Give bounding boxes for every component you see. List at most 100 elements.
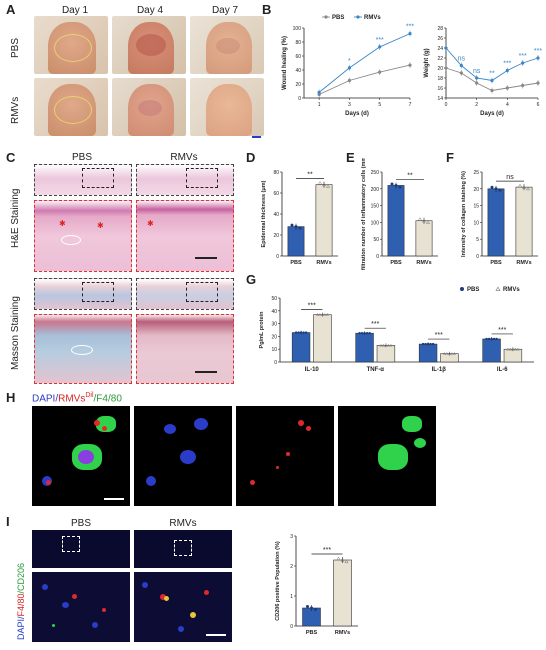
data-point	[445, 352, 449, 355]
legend-label-pbs: PBS	[332, 15, 344, 21]
bar-rmvs	[515, 186, 533, 257]
data-point	[398, 185, 402, 189]
y-tick-label: 0	[274, 360, 277, 366]
i-col-header-pbs: PBS	[70, 518, 91, 529]
data-point-pbs	[378, 70, 382, 74]
y-tick-label: 40	[273, 212, 279, 218]
data-point	[492, 337, 496, 341]
bar-pbs	[487, 188, 505, 257]
significance-label: ns	[458, 56, 466, 63]
wound-photo-pbs-day7	[190, 16, 264, 74]
x-axis-label: Days (d)	[480, 111, 504, 117]
data-point-pbs	[444, 66, 448, 70]
data-point	[358, 332, 361, 335]
data-point	[318, 313, 322, 316]
he-detail-rmvs: ✱	[136, 200, 234, 272]
data-point-pbs	[459, 71, 463, 75]
y-axis-label: Pg/mL protein	[259, 311, 265, 349]
category-label: IL-6	[497, 367, 508, 373]
panel-label-f: F	[446, 150, 454, 165]
y-tick-label: 3	[290, 534, 293, 540]
data-point	[299, 331, 303, 334]
bar-rmvs	[315, 184, 333, 257]
data-point	[363, 332, 366, 335]
bar-pbs	[355, 332, 374, 363]
data-point	[297, 331, 300, 334]
masson-zoom-box-pbs	[82, 282, 114, 302]
masson-detail-rmvs	[136, 314, 234, 384]
significance-label: ***	[406, 24, 414, 31]
data-point	[495, 337, 498, 341]
x-tick-label: 5	[378, 102, 381, 108]
x-tick-label: 1	[318, 102, 321, 108]
y-tick-label: 50	[271, 296, 277, 302]
data-point	[323, 313, 327, 316]
y-tick-label: 2	[290, 564, 293, 570]
row-label-masson: Masson Staining	[10, 296, 21, 370]
legend-label-rmvs: RMVs	[503, 287, 520, 293]
data-point-pbs	[408, 63, 412, 67]
y-tick-label: 100	[371, 220, 380, 226]
data-point	[424, 342, 427, 346]
category-label: RMVs	[335, 630, 350, 636]
y-tick-label: 16	[437, 86, 443, 92]
data-point	[294, 225, 298, 229]
day-header-4: Day 4	[136, 5, 164, 16]
data-point	[360, 332, 364, 335]
he-overview-rmvs	[136, 164, 234, 196]
data-point	[290, 223, 294, 227]
data-point-rmvs	[490, 78, 494, 83]
data-point	[336, 556, 341, 561]
panel-label-h: H	[6, 390, 16, 405]
fluor-dapi	[134, 406, 232, 506]
wound-photo-pbs-day4	[112, 16, 186, 74]
data-point-rmvs	[475, 76, 479, 80]
data-point-rmvs	[444, 46, 448, 50]
data-point	[485, 337, 488, 341]
data-point	[525, 186, 531, 191]
significance-label: ***	[371, 321, 379, 328]
data-point	[442, 352, 447, 355]
i-col-header-rmvs: RMVs	[169, 518, 197, 529]
data-point-rmvs	[317, 90, 321, 94]
data-point	[379, 343, 383, 347]
category-label: IL-1β	[432, 367, 447, 373]
bar-pbs	[287, 226, 305, 257]
data-point	[452, 352, 457, 355]
y-tick-label: 22	[437, 56, 443, 62]
significance-label: **	[489, 71, 495, 78]
legend-label-pbs: PBS	[467, 287, 479, 293]
day-header-1: Day 1	[61, 5, 89, 16]
y-tick-label: 14	[437, 96, 443, 102]
fluor-rmvs	[236, 406, 334, 506]
legend-marker	[324, 15, 328, 19]
label-f480: /F4/80	[93, 393, 122, 405]
data-point	[498, 188, 502, 192]
panel-label-c: C	[6, 150, 16, 165]
y-tick-label: 5	[476, 237, 479, 243]
data-point	[304, 331, 308, 334]
label-dil: Dil	[85, 392, 94, 399]
i-label-f480: F4/80	[16, 593, 26, 617]
data-point	[306, 605, 309, 608]
data-point	[394, 183, 398, 187]
data-point-pbs	[505, 86, 509, 90]
significance-label: *	[348, 58, 351, 65]
if-overview-rmvs	[134, 530, 232, 568]
panel-h-channel-label: DAPI/RMVsDil/F4/80	[32, 392, 122, 404]
data-point	[368, 332, 371, 335]
data-point-pbs	[490, 88, 494, 93]
col-header-rmvs: RMVs	[170, 152, 198, 163]
data-point	[344, 559, 349, 564]
data-point	[320, 313, 325, 316]
masson-overview-pbs	[34, 278, 132, 310]
bar-pbs	[291, 332, 311, 363]
y-axis-label: Weight (g)	[424, 48, 430, 77]
masson-detail-pbs	[34, 314, 132, 384]
chart-i-cd206: 0 1 2 3 PBS RMVs *** CD206 positive Population …	[275, 534, 358, 636]
data-point	[294, 331, 298, 334]
i-label-cd206: /CD206	[16, 562, 26, 594]
y-tick-label: 60	[295, 54, 301, 60]
legend-label-rmvs: RMVs	[364, 15, 381, 21]
